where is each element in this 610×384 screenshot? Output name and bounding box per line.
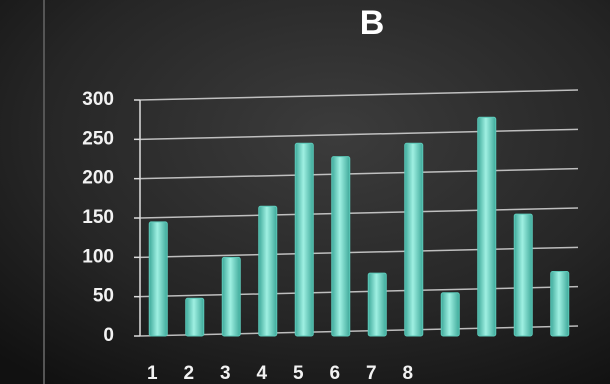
y-tick-label: 250 <box>82 128 114 149</box>
y-tick-label: 0 <box>103 325 114 346</box>
x-tick-label: 6 <box>329 363 340 384</box>
bar <box>221 256 241 337</box>
bar <box>440 292 460 337</box>
x-tick-label: 4 <box>256 363 267 384</box>
bar <box>367 272 387 337</box>
grid-line <box>139 167 579 180</box>
y-tick-label: 100 <box>82 246 114 267</box>
grid-line <box>139 285 579 298</box>
bar <box>477 116 497 337</box>
bar <box>185 297 205 337</box>
grid-line <box>139 246 579 259</box>
x-tick-label: 3 <box>220 363 231 384</box>
x-tick-label: 8 <box>402 363 413 384</box>
y-tick-label: 150 <box>82 207 114 228</box>
chart-title: B <box>360 4 385 42</box>
x-tick-label: 2 <box>183 363 194 384</box>
x-tick-label: 7 <box>366 363 377 384</box>
grid-line <box>139 207 579 219</box>
x-tick-label: 5 <box>293 363 304 384</box>
y-tick-label: 300 <box>82 89 114 110</box>
bar <box>331 156 351 337</box>
y-tick-label: 200 <box>82 168 114 189</box>
bar <box>404 142 424 337</box>
y-tick-label: 50 <box>93 286 114 307</box>
x-tick-label: 1 <box>147 363 158 384</box>
bar <box>550 270 570 337</box>
bar <box>294 142 314 337</box>
grid-line <box>139 128 579 141</box>
grid-line <box>139 325 579 337</box>
bar <box>148 221 168 337</box>
grid-line <box>139 89 579 101</box>
bar <box>258 205 278 337</box>
bar <box>513 213 533 337</box>
